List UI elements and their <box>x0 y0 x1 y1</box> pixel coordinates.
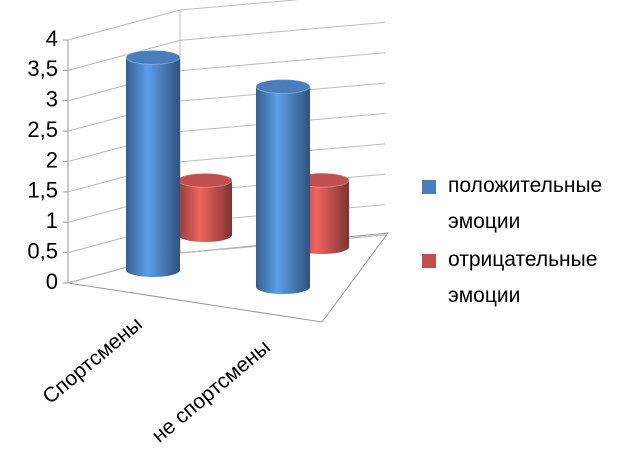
cylinder <box>126 57 180 277</box>
y-tick-label: 3 <box>46 87 58 112</box>
y-tick-label: 2,5 <box>27 117 58 142</box>
y-tick-label: 3,5 <box>27 56 58 81</box>
legend-label: отрицательные эмоции <box>448 248 598 307</box>
x-tick-label: не спортсмены <box>148 335 275 447</box>
cylinder <box>256 86 310 295</box>
y-tick-label: 0 <box>46 269 58 294</box>
y-tick-label: 2 <box>46 147 58 172</box>
grid-line <box>67 21 386 71</box>
cylinder-top <box>177 172 233 188</box>
legend: положительные эмоции отрицательные эмоции <box>422 168 644 316</box>
legend-swatch <box>422 254 436 268</box>
y-tick-label: 0,5 <box>27 238 58 263</box>
y-tick-label: 4 <box>46 26 58 51</box>
grid-line <box>67 0 300 41</box>
legend-swatch <box>422 180 436 194</box>
grid-line <box>67 113 386 162</box>
cylinder-top <box>255 79 311 95</box>
grid-line <box>67 82 386 132</box>
y-tick-label: 1 <box>46 208 58 233</box>
legend-label: положительные эмоции <box>448 174 603 233</box>
y-tick-label: 1,5 <box>27 178 58 203</box>
legend-item: положительные эмоции <box>422 168 644 242</box>
legend-item: отрицательные эмоции <box>422 242 644 316</box>
grid-line <box>67 52 386 102</box>
cylinder-top <box>125 49 181 65</box>
cylinder <box>178 180 232 242</box>
x-tick-label: Спортсмены <box>38 312 146 408</box>
